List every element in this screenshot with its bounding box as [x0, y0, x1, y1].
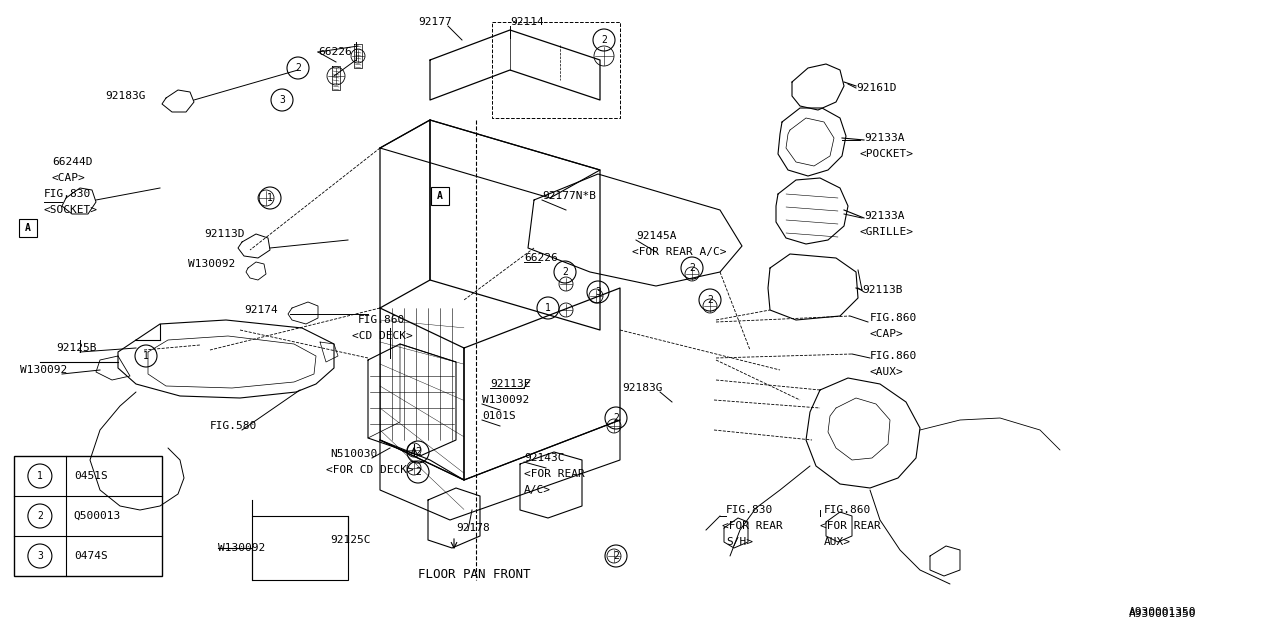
Text: 3: 3: [279, 95, 285, 105]
Text: <AUX>: <AUX>: [870, 367, 904, 377]
Text: FIG.860: FIG.860: [824, 505, 872, 515]
Text: <CD DECK>: <CD DECK>: [352, 331, 412, 341]
Text: W130092: W130092: [20, 365, 68, 375]
Text: 2: 2: [707, 295, 713, 305]
Text: 66226: 66226: [317, 47, 352, 57]
Text: 2: 2: [613, 413, 620, 423]
Text: <FOR CD DECK>: <FOR CD DECK>: [326, 465, 413, 475]
Text: FIG.830: FIG.830: [44, 189, 91, 199]
Text: 2: 2: [689, 263, 695, 273]
Text: W130092: W130092: [218, 543, 265, 553]
Bar: [14, 456, 163, 576]
Text: <POCKET>: <POCKET>: [860, 149, 914, 159]
Text: 1: 1: [37, 471, 42, 481]
Text: 92174: 92174: [244, 305, 278, 315]
Text: FIG.860: FIG.860: [870, 351, 918, 361]
Text: 92114: 92114: [509, 17, 544, 27]
Text: 92113B: 92113B: [861, 285, 902, 295]
Text: 2: 2: [296, 63, 301, 73]
Text: 92183G: 92183G: [105, 91, 146, 101]
Text: 0474S: 0474S: [74, 551, 108, 561]
Text: <FOR REAR A/C>: <FOR REAR A/C>: [632, 247, 727, 257]
Text: 2: 2: [562, 267, 568, 277]
Text: W130092: W130092: [188, 259, 236, 269]
Bar: [431, 187, 449, 205]
Text: 92145A: 92145A: [636, 231, 677, 241]
Text: Q500013: Q500013: [74, 511, 122, 521]
Text: 1: 1: [143, 351, 148, 361]
Text: 66226: 66226: [524, 253, 558, 263]
Text: 92133A: 92133A: [864, 211, 905, 221]
Text: 92177: 92177: [419, 17, 452, 27]
Text: 92178: 92178: [456, 523, 490, 533]
Text: FIG.580: FIG.580: [210, 421, 257, 431]
Text: FIG.860: FIG.860: [870, 313, 918, 323]
Text: 92161D: 92161D: [856, 83, 896, 93]
Text: <CAP>: <CAP>: [52, 173, 86, 183]
Text: 92143C: 92143C: [524, 453, 564, 463]
Text: AUX>: AUX>: [824, 537, 851, 547]
Text: N510030: N510030: [330, 449, 378, 459]
Text: 2: 2: [415, 447, 421, 457]
Text: FIG.830: FIG.830: [726, 505, 773, 515]
Text: 92183G: 92183G: [622, 383, 663, 393]
Text: 92177N*B: 92177N*B: [541, 191, 596, 201]
Text: W130092: W130092: [483, 395, 529, 405]
Text: 92125C: 92125C: [330, 535, 370, 545]
Text: A/C>: A/C>: [524, 485, 550, 495]
Text: A930001350: A930001350: [1129, 607, 1196, 617]
Text: 2: 2: [37, 511, 42, 521]
Text: FLOOR PAN FRONT: FLOOR PAN FRONT: [419, 568, 530, 580]
Text: <FOR REAR: <FOR REAR: [722, 521, 783, 531]
Text: A: A: [436, 191, 443, 201]
Text: 2: 2: [613, 551, 620, 561]
Text: 92133A: 92133A: [864, 133, 905, 143]
Text: FIG.860: FIG.860: [358, 315, 406, 325]
Text: <GRILLE>: <GRILLE>: [860, 227, 914, 237]
Text: 0451S: 0451S: [74, 471, 108, 481]
Text: <CAP>: <CAP>: [870, 329, 904, 339]
Text: 66244D: 66244D: [52, 157, 92, 167]
Text: 3: 3: [37, 551, 42, 561]
Text: 92113E: 92113E: [490, 379, 530, 389]
Text: S/H>: S/H>: [726, 537, 753, 547]
Text: <FOR REAR: <FOR REAR: [820, 521, 881, 531]
Bar: [252, 516, 348, 580]
Text: 2: 2: [415, 467, 421, 477]
Text: <FOR REAR: <FOR REAR: [524, 469, 585, 479]
Text: 1: 1: [545, 303, 550, 313]
Text: 92113D: 92113D: [204, 229, 244, 239]
Text: 92125B: 92125B: [56, 343, 96, 353]
Text: 2: 2: [602, 35, 607, 45]
Text: 0101S: 0101S: [483, 411, 516, 421]
Text: A930001350: A930001350: [1129, 609, 1196, 619]
Text: 1: 1: [268, 193, 273, 203]
Text: <SOCKET>: <SOCKET>: [44, 205, 99, 215]
Text: 3: 3: [595, 287, 600, 297]
Text: A: A: [26, 223, 31, 233]
Bar: [19, 219, 37, 237]
